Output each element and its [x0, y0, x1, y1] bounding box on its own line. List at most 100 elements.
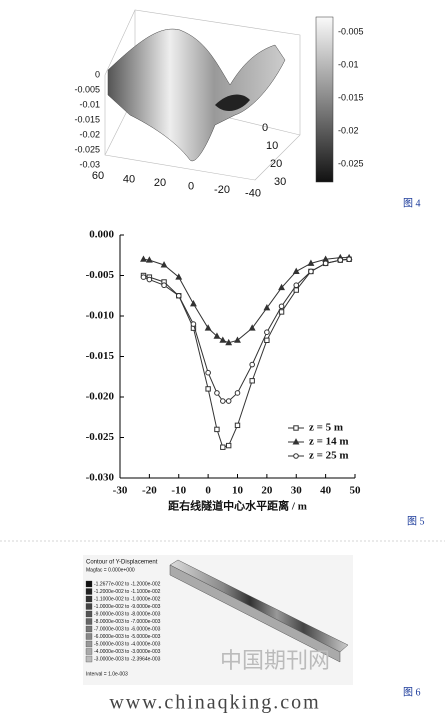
y-tick-label: -0.015 — [86, 350, 115, 362]
figure-6-bg — [83, 555, 353, 685]
legend-label: -8.0000e-003 to -7.0000e-003 — [94, 619, 161, 625]
series-line — [143, 258, 350, 448]
legend-swatch — [85, 588, 93, 595]
marker — [307, 259, 315, 266]
legend-label: -7.0000e-003 to -6.0000e-003 — [94, 626, 161, 632]
legend-swatch — [85, 610, 93, 618]
legend-swatch — [85, 625, 93, 633]
marker — [175, 292, 182, 299]
model-bar-side — [169, 564, 341, 663]
x-tick-label: 10 — [232, 485, 244, 497]
contour-title: Contour of Y-Displacement — [86, 560, 158, 566]
marker — [160, 261, 168, 268]
marker — [322, 260, 329, 267]
caption: 图 6 — [403, 686, 421, 698]
legend-swatch — [85, 655, 93, 663]
marker — [346, 256, 352, 263]
figure-5: 0.000 -0.005 -0.010 -0.015 -0.020 -0.025 -0.03… — [86, 229, 361, 513]
x-tick-label: -20 — [142, 485, 157, 497]
marker — [161, 282, 167, 289]
legend-label: -1.2677e-002 to -1.2000e-002 — [94, 581, 161, 587]
legend-label: -3.0000e-003 to -2.3964e-003 — [94, 656, 161, 662]
legend-label: -4.0000e-003 to -3.0000e-003 — [94, 649, 161, 655]
marker — [292, 267, 300, 274]
x-tick-label: 40 — [123, 173, 135, 185]
marker — [234, 336, 241, 343]
x-tick-label: 50 — [350, 485, 362, 497]
legend-swatch — [85, 580, 93, 588]
x-tick-label: 0 — [188, 180, 194, 192]
marker — [249, 361, 255, 368]
marker — [214, 426, 220, 433]
y-tick-label: -0.030 — [86, 472, 115, 484]
marker — [225, 398, 232, 404]
interval: Interval = 1.0e-003 — [86, 671, 128, 677]
marker — [293, 453, 299, 459]
legend-label: -1.0000e-002 to -9.0000e-003 — [94, 604, 161, 610]
marker — [293, 282, 300, 289]
marker — [249, 378, 255, 384]
marker — [140, 255, 147, 262]
x-tick-label: 40 — [320, 485, 332, 497]
marker — [278, 303, 285, 310]
magfac: Magfac = 0.000e+000 — [86, 567, 135, 573]
marker — [220, 398, 226, 404]
z-tick-label: -0.01 — [79, 99, 100, 109]
legend-label: -9.0000e-003 to -8.0000e-003 — [94, 611, 161, 617]
x-axis-label: 距右线隧道中心水平距离 / m — [168, 499, 307, 513]
marker — [234, 422, 241, 429]
watermark: 中国期刊网 — [220, 649, 330, 674]
legend-swatch — [85, 618, 93, 625]
legend-swatch — [85, 640, 93, 648]
marker — [293, 287, 299, 293]
z-tick-label: 0 — [95, 69, 100, 79]
marker — [264, 329, 270, 336]
legend-label: z = 25 m — [309, 450, 349, 462]
colorbar-tick-label: -0.01 — [338, 59, 359, 69]
marker — [145, 256, 153, 263]
marker — [292, 438, 300, 445]
y-tick-label: -0.005 — [86, 269, 115, 281]
legend-label: -1.1000e-002 to -1.0000e-002 — [94, 596, 161, 602]
x-tick-label: -30 — [113, 485, 128, 497]
colorbar-tick-label: -0.025 — [338, 158, 364, 168]
surface-shadow — [215, 94, 250, 112]
x-tick-label: 60 — [92, 170, 104, 182]
colorbar-tick-label: -0.005 — [338, 26, 364, 36]
x-tick-label: 20 — [261, 485, 273, 497]
marker — [264, 337, 270, 344]
legend-swatch — [85, 633, 93, 640]
legend-label: z = 5 m — [309, 422, 343, 434]
marker — [219, 336, 227, 343]
legend-label: z = 14 m — [309, 436, 349, 448]
z-tick-label: -0.005 — [74, 84, 100, 94]
surface — [107, 28, 286, 162]
colorbar-tick-label: -0.015 — [338, 92, 364, 102]
x-tick-label: -40 — [245, 187, 261, 199]
marker — [190, 321, 197, 327]
z-tick-label: -0.025 — [74, 144, 100, 154]
legend-label: -1.2000e-002 to -1.1000e-002 — [94, 589, 161, 595]
marker — [293, 425, 299, 431]
marker — [308, 268, 314, 275]
marker — [205, 369, 211, 376]
marker — [146, 276, 153, 283]
marker — [248, 324, 256, 331]
legend-swatch — [85, 595, 93, 603]
x-tick-label: 30 — [291, 485, 303, 497]
series-line — [143, 257, 350, 344]
marker — [234, 390, 241, 396]
figure-4 — [104, 9, 301, 181]
marker — [213, 332, 221, 339]
x-tick-label: 20 — [154, 177, 166, 189]
y-tick-label: -0.025 — [86, 431, 115, 443]
marker — [278, 283, 286, 291]
legend-label: -6.0000e-003 to -5.0000e-003 — [94, 634, 161, 640]
url: www.chinaqking.com — [109, 692, 320, 714]
colorbar-tick-label: -0.02 — [338, 125, 359, 135]
marker — [225, 338, 233, 346]
marker — [278, 309, 285, 315]
legend-label: -5.0000e-003 to -4.0000e-003 — [94, 641, 161, 647]
